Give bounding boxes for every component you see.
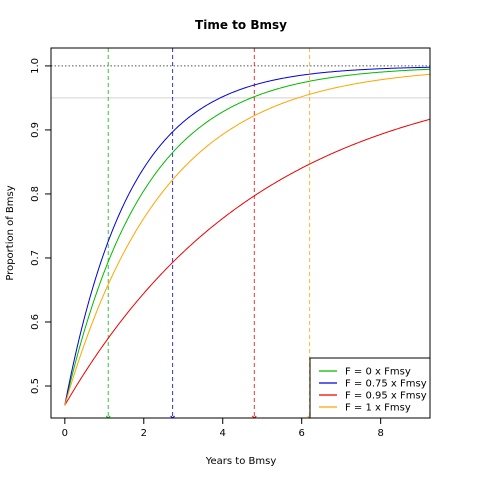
y-tick-label-1: 1.0: [30, 58, 41, 74]
x-tick-label-6: 6: [299, 428, 305, 439]
legend-label-2: F = 0.75 x Fmsy: [345, 379, 427, 390]
time-to-target-marker-2: [170, 415, 175, 418]
reference-lines: [51, 65, 430, 99]
y-tick-label-0-8: 0.8: [30, 186, 41, 202]
series-curves: [64, 66, 430, 406]
legend-box: [309, 357, 431, 419]
series-line-3: [64, 118, 430, 406]
series-line-2: [64, 66, 430, 406]
y-tick-label-0-7: 0.7: [30, 250, 41, 266]
legend-label-1: F = 0 x Fmsy: [345, 367, 411, 378]
x-tick-label-2: 2: [141, 428, 147, 439]
y-axis: 0.5 0.6 0.7 0.8 0.9 1.0: [30, 58, 51, 394]
y-tick-label-0-9: 0.9: [30, 122, 41, 138]
y-tick-label-0-5: 0.5: [30, 378, 41, 394]
plot-frame: [50, 47, 431, 419]
x-axis: 0 2 4 6 8: [62, 418, 384, 439]
y-axis-label: Proportion of Bmsy: [5, 185, 16, 280]
x-tick-label-4: 4: [220, 428, 226, 439]
series-line-4: [64, 73, 430, 406]
legend-label-4: F = 1 x Fmsy: [345, 403, 411, 414]
time-to-target-marker-3: [251, 415, 257, 418]
x-tick-label-8: 8: [377, 428, 383, 439]
series-line-1: [64, 68, 430, 406]
x-axis-label: Years to Bmsy: [205, 456, 277, 467]
time-to-target-marker-1: [105, 415, 111, 418]
chart-title: Time to Bmsy: [195, 18, 287, 32]
legend-label-3: F = 0.95 x Fmsy: [345, 391, 427, 402]
x-tick-label-0: 0: [62, 428, 68, 439]
y-tick-label-0-6: 0.6: [30, 314, 41, 330]
